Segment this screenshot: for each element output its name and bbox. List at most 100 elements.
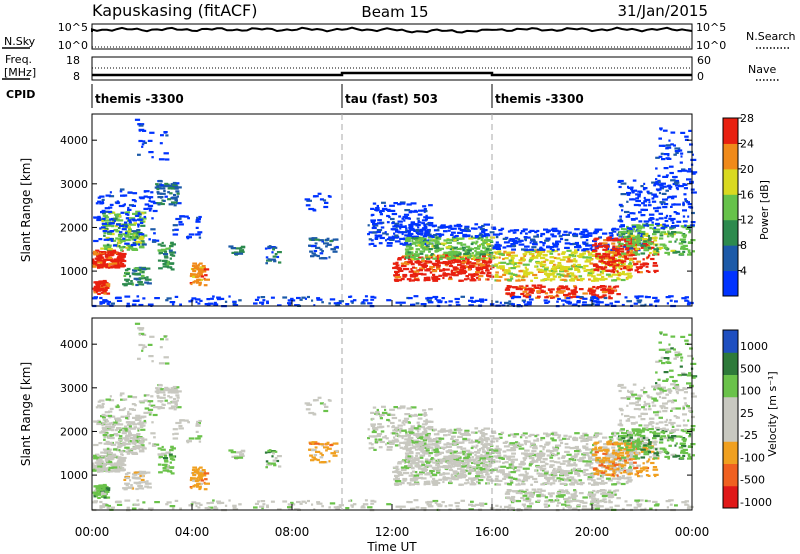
- data-cell: [497, 250, 501, 253]
- data-cell: [511, 261, 514, 264]
- data-cell: [117, 430, 121, 434]
- data-cell: [464, 254, 470, 257]
- data-cell: [141, 475, 144, 478]
- data-cell: [655, 181, 659, 184]
- data-cell: [632, 261, 635, 264]
- data-cell: [232, 302, 237, 305]
- data-cell: [443, 230, 448, 233]
- data-cell: [168, 451, 171, 454]
- data-cell: [435, 255, 438, 258]
- data-cell: [105, 284, 111, 288]
- data-cell: [126, 438, 130, 441]
- data-cell: [201, 265, 206, 268]
- data-cell: [479, 468, 486, 471]
- data-cell: [169, 253, 174, 256]
- data-cell: [419, 250, 426, 253]
- data-cell: [601, 290, 608, 294]
- data-cell: [680, 247, 685, 250]
- data-cell: [486, 271, 492, 274]
- data-cell: [609, 260, 615, 263]
- data-cell: [408, 261, 413, 264]
- data-cell: [419, 232, 424, 235]
- data-cell: [535, 260, 540, 264]
- data-cell: [595, 295, 599, 298]
- data-cell: [508, 302, 514, 305]
- data-cell: [625, 253, 630, 256]
- data-cell: [100, 247, 105, 250]
- data-cell: [137, 429, 140, 432]
- data-cell: [658, 224, 664, 227]
- data-cell: [570, 277, 574, 280]
- data-cell: [611, 229, 615, 232]
- data-cell: [400, 482, 405, 485]
- data-cell: [658, 144, 665, 147]
- data-cell: [420, 273, 427, 276]
- data-cell: [576, 254, 583, 257]
- data-cell: [129, 479, 132, 482]
- data-cell: [133, 269, 138, 272]
- data-cell: [470, 242, 474, 246]
- data-cell: [444, 301, 448, 304]
- data-cell: [486, 478, 492, 481]
- data-cell: [457, 227, 462, 230]
- data-cell: [479, 257, 485, 260]
- data-cell: [674, 179, 680, 183]
- data-cell: [531, 246, 537, 249]
- data-cell: [174, 386, 180, 389]
- y-tick-label: 4000: [60, 134, 88, 147]
- data-cell: [118, 419, 122, 422]
- data-cell: [485, 236, 489, 239]
- data-cell: [333, 302, 340, 305]
- data-cell: [371, 226, 377, 230]
- data-cell: [479, 461, 485, 464]
- power-heatmap: [92, 118, 698, 308]
- freq-tick-top: 18: [66, 54, 80, 67]
- data-cell: [104, 255, 109, 258]
- data-cell: [448, 254, 454, 257]
- data-cell: [611, 239, 615, 242]
- data-cell: [607, 285, 612, 288]
- data-cell: [100, 405, 105, 408]
- data-cell: [119, 443, 126, 446]
- data-cell: [172, 183, 178, 186]
- data-cell: [619, 265, 625, 268]
- data-cell: [435, 236, 439, 239]
- data-cell: [417, 466, 421, 469]
- data-cell: [413, 254, 420, 258]
- data-cell: [421, 219, 427, 222]
- data-cell: [424, 210, 428, 213]
- data-cell: [138, 233, 145, 236]
- data-cell: [689, 143, 693, 146]
- data-cell: [575, 233, 579, 236]
- data-cell: [574, 267, 579, 270]
- data-cell: [511, 244, 517, 247]
- data-cell: [232, 304, 239, 307]
- data-cell: [466, 234, 470, 238]
- data-cell: [387, 413, 392, 416]
- data-cell: [452, 470, 458, 473]
- data-cell: [310, 449, 317, 452]
- data-cell: [509, 229, 514, 232]
- data-cell: [121, 459, 126, 462]
- data-cell: [146, 282, 152, 285]
- data-cell: [458, 460, 465, 463]
- data-cell: [309, 454, 313, 457]
- power-colorbar-label: Power [dB]: [758, 180, 771, 240]
- data-cell: [623, 236, 629, 239]
- data-cell: [564, 246, 570, 249]
- data-cell: [426, 473, 431, 476]
- data-cell: [508, 267, 511, 270]
- data-cell: [162, 469, 168, 472]
- data-cell: [92, 464, 95, 467]
- data-cell: [635, 199, 641, 203]
- data-cell: [132, 237, 138, 240]
- data-cell: [173, 400, 178, 403]
- data-cell: [474, 242, 478, 245]
- data-cell: [552, 242, 555, 245]
- data-cell: [474, 462, 480, 465]
- data-cell: [128, 223, 133, 226]
- data-cell: [642, 232, 646, 236]
- data-cell: [406, 255, 409, 258]
- data-cell: [604, 303, 610, 306]
- data-cell: [168, 407, 174, 410]
